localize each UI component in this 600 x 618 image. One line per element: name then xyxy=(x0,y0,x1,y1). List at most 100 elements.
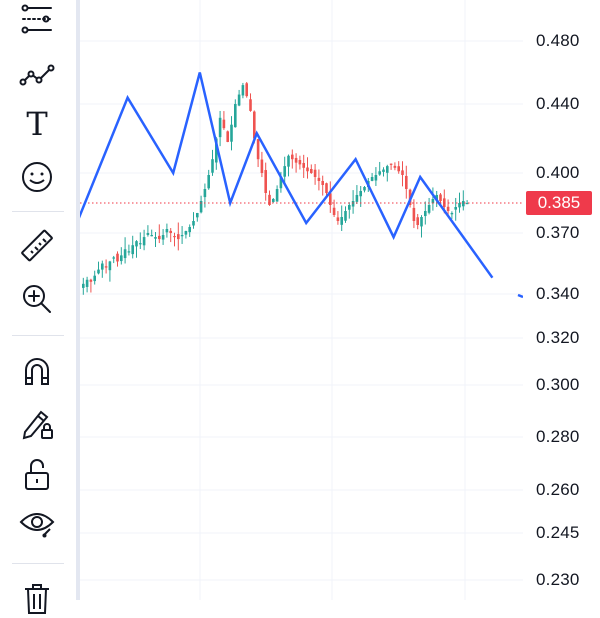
candle-body xyxy=(302,162,305,168)
toolbar-separator xyxy=(12,211,64,212)
candle-body xyxy=(359,191,362,197)
price-tick-label: 0.260 xyxy=(536,480,580,499)
candle-body xyxy=(454,207,457,210)
candle-body xyxy=(253,111,256,139)
candle-body xyxy=(241,85,245,96)
candle-body xyxy=(93,275,96,282)
candle-body xyxy=(264,170,267,193)
candle-body xyxy=(260,159,264,173)
price-tick-label: 0.400 xyxy=(536,163,580,182)
pattern-drawing[interactable] xyxy=(80,72,523,299)
candle-body xyxy=(340,217,343,225)
trend-line-icon xyxy=(19,64,55,86)
candle-body xyxy=(211,159,214,173)
candle-body xyxy=(97,269,100,274)
candle-body xyxy=(173,235,176,238)
candle-body xyxy=(439,194,442,201)
candle-body xyxy=(249,99,252,111)
trend-line-tool[interactable] xyxy=(14,49,60,95)
ruler-icon xyxy=(21,229,53,262)
lock-all-tool[interactable] xyxy=(14,451,60,497)
candle-body xyxy=(298,159,302,165)
magnet-icon xyxy=(25,358,49,385)
candle-body xyxy=(427,205,431,213)
toolbar-separator xyxy=(12,335,64,336)
candle-body xyxy=(207,175,210,189)
price-tick-label: 0.230 xyxy=(536,570,580,589)
candle-body xyxy=(275,189,279,202)
candle-body xyxy=(230,124,233,142)
price-tick-label: 0.480 xyxy=(536,31,580,50)
candle-body xyxy=(374,175,378,181)
candle-body xyxy=(283,166,286,177)
candle-body xyxy=(108,261,112,271)
candle-body xyxy=(386,166,389,173)
candle-body xyxy=(287,155,290,167)
candle-body xyxy=(245,83,248,97)
candle-body xyxy=(165,229,169,233)
candle-body xyxy=(127,251,131,253)
candle-body xyxy=(279,177,283,189)
presets-button[interactable] xyxy=(14,0,60,42)
lock-drawings-tool[interactable] xyxy=(14,399,60,445)
candle-body xyxy=(196,213,199,218)
zoom-in-icon xyxy=(23,285,51,313)
zoom-in-tool[interactable] xyxy=(14,275,60,321)
candle-body xyxy=(332,207,336,215)
candle-body xyxy=(321,180,324,185)
candle-body xyxy=(272,199,275,202)
candle-body xyxy=(389,163,393,165)
candle-body xyxy=(154,237,157,239)
measure-tool[interactable] xyxy=(14,223,60,269)
candle-body xyxy=(378,171,381,175)
candle-body xyxy=(268,194,271,205)
remove-drawings-tool[interactable] xyxy=(14,572,60,618)
candle-body xyxy=(397,166,400,172)
hide-drawings-tool[interactable] xyxy=(14,499,60,545)
candle-body xyxy=(112,257,115,259)
candle-body xyxy=(462,201,465,207)
candle-body xyxy=(222,119,226,129)
magnet-tool[interactable] xyxy=(14,347,60,393)
candle-body xyxy=(85,279,89,287)
smiley-icon xyxy=(22,162,52,192)
candle-body xyxy=(120,255,123,262)
candle-body xyxy=(291,154,294,160)
price-tick-label: 0.370 xyxy=(536,223,580,242)
trash-icon xyxy=(25,584,49,614)
candle-body xyxy=(344,211,347,221)
candle-body xyxy=(104,266,108,268)
price-tick-label: 0.245 xyxy=(536,523,580,542)
candle-body xyxy=(313,169,317,177)
candle-body xyxy=(310,169,313,173)
candle-body xyxy=(446,206,450,211)
candle-body xyxy=(184,231,188,235)
candle-body xyxy=(234,104,237,128)
text-tool[interactable]: T xyxy=(14,101,60,147)
toolbar-separator xyxy=(12,563,64,564)
candle-body xyxy=(306,167,309,172)
candle-body xyxy=(412,207,416,221)
candle-body xyxy=(355,195,359,202)
sliders-icon xyxy=(21,4,52,34)
pencil-lock-icon xyxy=(22,410,53,440)
candle-body xyxy=(431,199,435,204)
price-tick-label: 0.280 xyxy=(536,427,580,446)
candle-body xyxy=(123,249,127,259)
candle-body xyxy=(139,243,142,245)
candle-body xyxy=(135,241,138,247)
candle-body xyxy=(450,213,454,215)
candle-body xyxy=(420,217,423,227)
candle-body xyxy=(101,263,104,270)
candle-body xyxy=(256,139,260,160)
chart-pane[interactable] xyxy=(80,0,523,600)
candle-body xyxy=(188,227,191,233)
candle-body xyxy=(146,233,150,235)
candle-body xyxy=(363,187,366,191)
candle-body xyxy=(192,221,195,226)
emoji-tool[interactable] xyxy=(14,153,60,199)
price-tick-label: 0.440 xyxy=(536,94,580,113)
candle-body xyxy=(218,117,222,138)
candle-body xyxy=(458,203,461,208)
candle-body xyxy=(393,165,397,168)
